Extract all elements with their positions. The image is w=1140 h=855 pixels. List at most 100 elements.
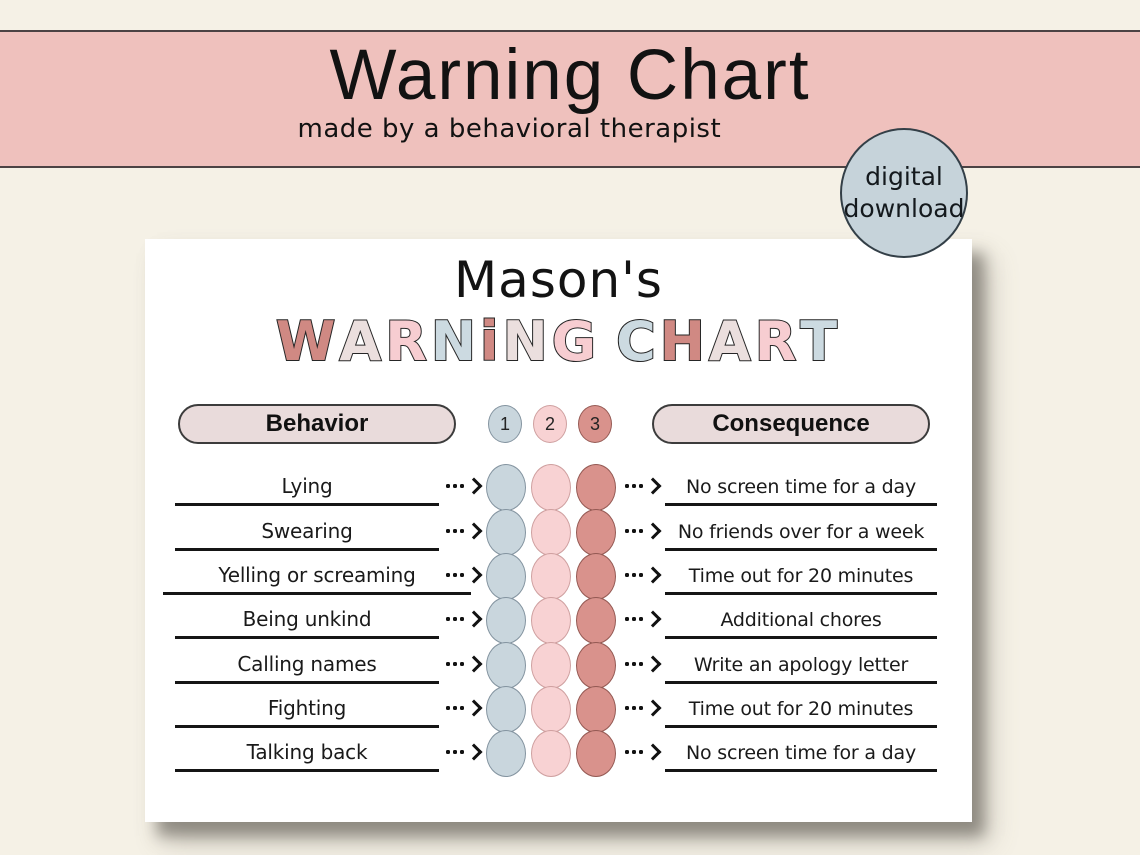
consequence-label: No screen time for a day <box>685 742 917 765</box>
warning-circle-1 <box>486 641 526 689</box>
warning-circle-2 <box>531 553 571 601</box>
step-circle-3: 3 <box>578 405 612 443</box>
bubble-letter: T <box>799 310 842 373</box>
arrow-dot <box>625 573 629 578</box>
bubble-letter: i <box>479 310 503 373</box>
bubble-letter: R <box>754 310 801 373</box>
bubble-letter: A <box>338 310 386 373</box>
arrow-chevron <box>644 655 662 673</box>
arrow-dot <box>460 617 464 622</box>
arrow-chevron <box>644 699 662 717</box>
warning-step-circles <box>486 686 616 734</box>
arrow-chevron <box>644 743 662 761</box>
arrow-dot <box>453 617 457 622</box>
arrow-dot <box>632 484 636 489</box>
warning-circle-1 <box>486 686 526 734</box>
warning-step-circles <box>486 730 616 778</box>
chart-row: Fighting Time out for 20 minutes <box>145 684 972 734</box>
behavior-label: Talking back <box>246 740 368 765</box>
arrow-dot <box>453 661 457 666</box>
dotted-arrow-icon <box>446 655 483 673</box>
banner-title: Warning Chart <box>329 36 811 115</box>
bubble-letter: N <box>502 310 552 373</box>
warning-circle-3 <box>576 553 616 601</box>
warning-circle-3 <box>576 597 616 645</box>
banner-inner: Warning Chart made by a behavioral thera… <box>298 32 843 145</box>
arrow-dot <box>639 528 643 533</box>
dotted-arrow-icon <box>446 477 483 495</box>
arrow-dot <box>632 573 636 578</box>
arrow-chevron <box>465 477 483 495</box>
behavior-label: Lying <box>281 474 333 499</box>
warning-step-circles <box>486 597 616 645</box>
dotted-arrow-icon <box>625 477 662 495</box>
warning-circle-2 <box>531 730 571 778</box>
consequence-header-pill: Consequence <box>652 404 930 444</box>
bubble-letter: H <box>659 310 709 373</box>
behavior-cell: Yelling or screaming <box>163 563 471 596</box>
arrow-dot <box>446 484 450 489</box>
bubble-letter: R <box>384 310 431 373</box>
arrow-dot <box>446 528 450 533</box>
arrow-dot <box>639 484 643 489</box>
arrow-dot <box>460 528 464 533</box>
rows: Lying No screen time for a day Swearing No … <box>145 462 972 778</box>
dotted-arrow-icon <box>446 610 483 628</box>
bubble-letter: G <box>551 310 601 373</box>
warning-step-circles <box>486 464 616 512</box>
warning-circle-1 <box>486 464 526 512</box>
behavior-cell: Fighting <box>175 696 439 729</box>
dotted-arrow-icon <box>625 699 662 717</box>
bubble-title: WARNiNG CHART <box>145 310 972 373</box>
arrow-dot <box>632 661 636 666</box>
arrow-dot <box>639 573 643 578</box>
consequence-cell: No screen time for a day <box>665 742 937 773</box>
warning-step-circles <box>486 553 616 601</box>
dotted-arrow-icon <box>446 566 483 584</box>
arrow-dot <box>446 750 450 755</box>
arrow-dot <box>453 528 457 533</box>
behavior-header-pill: Behavior <box>178 404 456 444</box>
consequence-label: Time out for 20 minutes <box>688 565 914 588</box>
warning-circle-3 <box>576 464 616 512</box>
warning-circle-1 <box>486 730 526 778</box>
consequence-label: Write an apology letter <box>693 653 909 676</box>
consequence-cell: No screen time for a day <box>665 476 937 507</box>
behavior-label: Yelling or screaming <box>218 563 416 588</box>
warning-circle-1 <box>486 508 526 556</box>
chart-row: Yelling or screaming Time out for 20 minu… <box>145 551 972 601</box>
top-banner: Warning Chart made by a behavioral thera… <box>0 30 1140 168</box>
behavior-cell: Calling names <box>175 652 439 684</box>
arrow-dot <box>460 706 464 711</box>
warning-step-circles <box>486 641 616 689</box>
consequence-label: No friends over for a week <box>677 520 925 543</box>
arrow-dot <box>632 706 636 711</box>
digital-download-badge: digital download <box>840 128 968 258</box>
warning-circle-2 <box>531 686 571 734</box>
arrow-dot <box>625 706 629 711</box>
arrow-dot <box>453 573 457 578</box>
warning-circle-3 <box>576 641 616 689</box>
arrow-chevron <box>644 566 662 584</box>
arrow-chevron <box>644 610 662 628</box>
arrow-chevron <box>644 522 662 540</box>
consequence-cell: Time out for 20 minutes <box>665 565 937 596</box>
arrow-dot <box>453 484 457 489</box>
dotted-arrow-icon <box>625 566 662 584</box>
consequence-label: No screen time for a day <box>685 476 917 499</box>
behavior-cell: Being unkind <box>175 607 439 640</box>
consequence-cell: Time out for 20 minutes <box>665 698 937 729</box>
arrow-chevron <box>465 522 483 540</box>
warning-circle-2 <box>531 641 571 689</box>
step-circle-1: 1 <box>488 405 522 443</box>
chart-row: Being unkind Additional chores <box>145 595 972 645</box>
behavior-header-label: Behavior <box>265 410 369 437</box>
badge-line-1: digital <box>865 161 943 191</box>
arrow-dot <box>460 573 464 578</box>
arrow-chevron <box>465 699 483 717</box>
arrow-chevron <box>465 610 483 628</box>
arrow-dot <box>639 617 643 622</box>
